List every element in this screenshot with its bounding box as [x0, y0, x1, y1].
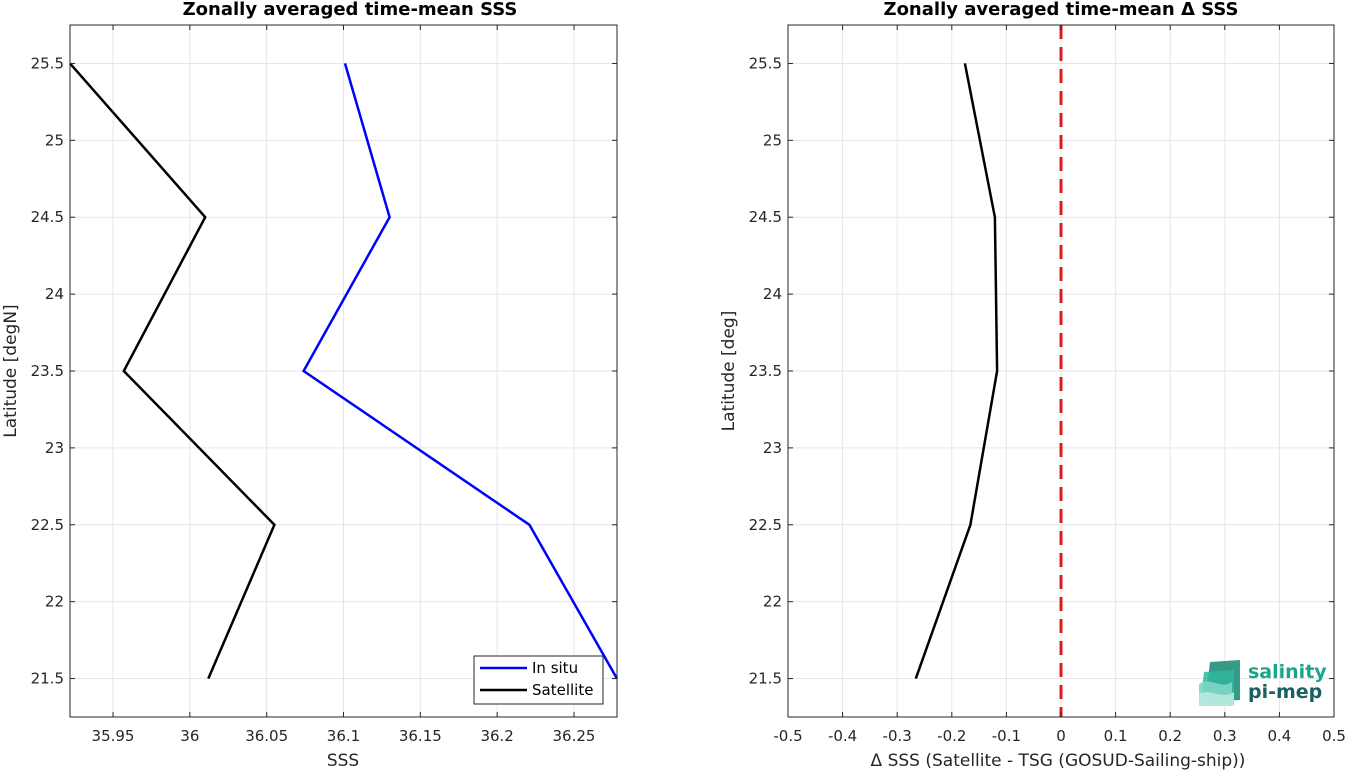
x-tick-label: 36.1 [327, 727, 360, 745]
left-panel: Zonally averaged time-mean SSS 35.95 36 36… [1, 0, 619, 770]
y-tick-label: 25.5 [749, 54, 782, 72]
y-tick-label: 24.5 [31, 208, 64, 226]
logo-text-pi-mep: pi-mep [1248, 681, 1322, 703]
right-y-axis-label: Latitude [deg] [719, 311, 739, 432]
left-grid [70, 25, 617, 717]
y-tick-label: 25 [763, 131, 782, 149]
left-ticks: 35.95 36 36.05 36.1 36.15 36.2 36.25 21.5 22 22.5… [31, 25, 617, 745]
salinity-pi-mep-logo: salinity pi-mep [1199, 660, 1327, 706]
legend-label-satellite: Satellite [532, 681, 593, 699]
left-x-axis-label: SSS [327, 751, 359, 770]
right-grid [787, 25, 1335, 717]
x-tick-label: -0.2 [937, 727, 966, 745]
legend-box [473, 655, 604, 705]
right-ticks: -0.5 -0.4 -0.3 -0.2 -0.1 0 0.1 0.2 0.3 0.4 0.5 21.5… [749, 25, 1346, 745]
y-tick-label: 23.5 [749, 362, 782, 380]
x-tick-label: 0.4 [1267, 727, 1291, 745]
x-tick-label: 36.15 [399, 727, 442, 745]
legend-label-in-situ: In situ [532, 659, 578, 677]
series-line-satellite [69, 62, 276, 680]
left-plot-lines [69, 62, 619, 680]
y-tick-label: 22.5 [31, 516, 64, 534]
x-tick-label: 36.2 [480, 727, 513, 745]
y-tick-label: 25.5 [31, 54, 64, 72]
logo-wave-icon [1199, 660, 1240, 706]
series-line-in-situ [301, 63, 619, 680]
x-tick-label: 0 [1056, 727, 1066, 745]
y-tick-label: 22 [45, 593, 64, 611]
right-plot-lines [914, 25, 1063, 717]
y-tick-label: 21.5 [31, 670, 64, 688]
x-tick-label: 0.2 [1158, 727, 1182, 745]
x-tick-label: 36 [180, 727, 199, 745]
x-tick-label: 0.1 [1104, 727, 1128, 745]
logo-text-salinity: salinity [1248, 661, 1327, 683]
y-tick-label: 23.5 [31, 362, 64, 380]
y-tick-label: 24.5 [749, 208, 782, 226]
left-chart-title: Zonally averaged time-mean SSS [183, 0, 518, 20]
y-tick-label: 22.5 [749, 516, 782, 534]
y-tick-label: 23 [45, 439, 64, 457]
y-tick-label: 24 [763, 285, 782, 303]
x-tick-label: -0.1 [992, 727, 1021, 745]
left-y-axis-label: Latitude [degN] [1, 304, 21, 437]
right-chart-title: Zonally averaged time-mean Δ SSS [884, 0, 1239, 20]
x-tick-label: 0.5 [1322, 727, 1346, 745]
right-panel: Zonally averaged time-mean Δ SSS -0.5 -0.… [719, 0, 1346, 770]
x-tick-label: -0.4 [828, 727, 857, 745]
series-line-delta-sss [914, 63, 999, 680]
y-tick-label: 24 [45, 285, 64, 303]
x-tick-label: -0.3 [883, 727, 912, 745]
y-tick-label: 22 [763, 593, 782, 611]
x-tick-label: 36.05 [245, 727, 288, 745]
legend: In situ Satellite [473, 655, 604, 705]
y-tick-label: 23 [763, 439, 782, 457]
y-tick-label: 21.5 [749, 670, 782, 688]
right-x-axis-label: Δ SSS (Satellite - TSG (GOSUD-Sailing-sh… [871, 751, 1246, 770]
x-tick-label: -0.5 [773, 727, 802, 745]
x-tick-label: 35.95 [92, 727, 135, 745]
x-tick-label: 36.25 [553, 727, 596, 745]
y-tick-label: 25 [45, 131, 64, 149]
x-tick-label: 0.3 [1213, 727, 1237, 745]
